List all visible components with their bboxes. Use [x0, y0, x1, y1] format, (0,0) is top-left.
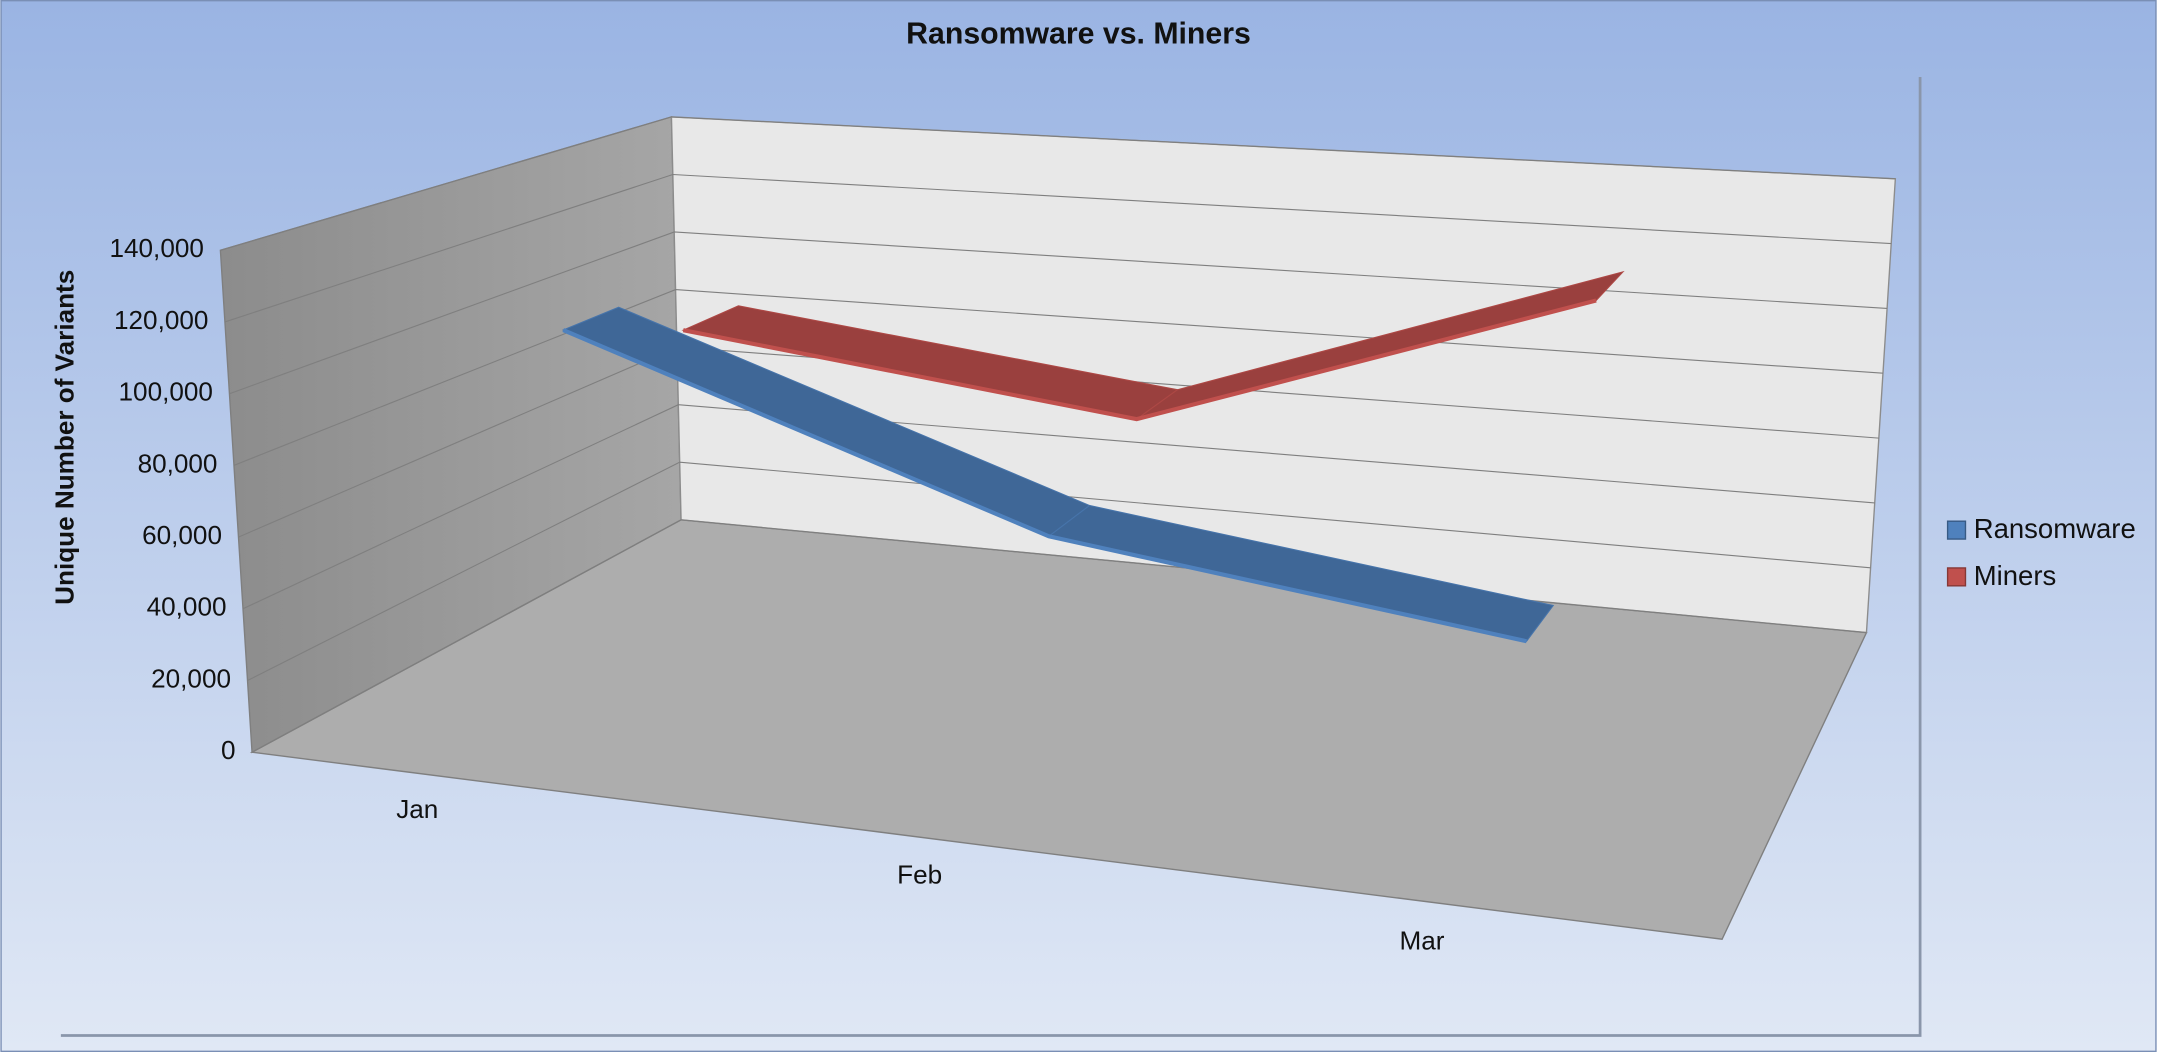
y-tick-label: 140,000 [110, 233, 204, 263]
y-tick-label: 0 [221, 735, 236, 765]
plot-border [60, 77, 1922, 1037]
series-line [682, 298, 1597, 422]
y-tick-label: 40,000 [147, 592, 227, 622]
x-tick-label: Feb [897, 860, 942, 890]
marks [561, 270, 1625, 644]
grid-line [229, 231, 1888, 395]
y-tick-label: 20,000 [151, 663, 231, 693]
legend-label: Miners [1974, 560, 2057, 591]
y-tick-label: 80,000 [138, 448, 218, 478]
grid-line [233, 289, 1884, 466]
legend-swatch [1946, 567, 1967, 587]
x-tick-label: Jan [396, 794, 438, 824]
y-tick-label: 60,000 [142, 520, 222, 550]
x-tick-label: Mar [1400, 925, 1445, 955]
y-tick-label: 100,000 [119, 377, 213, 407]
legend-label: Ransomware [1974, 513, 2136, 544]
y-tick-label: 120,000 [114, 305, 208, 335]
chart-title: Ransomware vs. Miners [906, 18, 1251, 51]
grid-line [247, 461, 1871, 682]
grid-line [220, 116, 1896, 251]
legend-swatch [1946, 520, 1967, 540]
y-axis-label: Unique Number of Variants [49, 270, 79, 605]
grid-line [224, 173, 1892, 323]
grid-line [242, 404, 1875, 610]
series-line [562, 328, 1527, 644]
